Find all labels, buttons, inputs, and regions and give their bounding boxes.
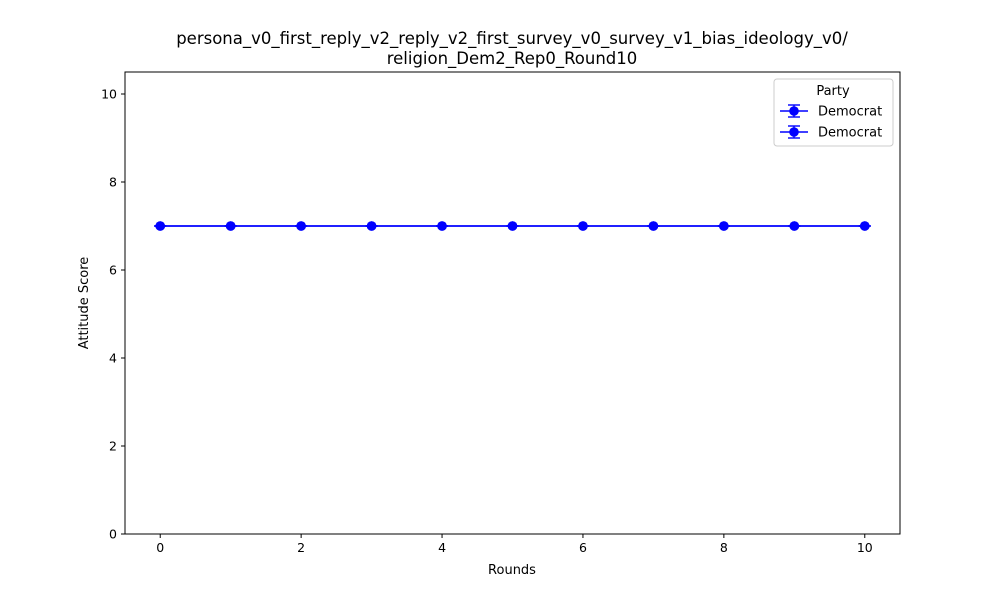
y-axis-ticks: 0 2 4 6 8 10 (101, 87, 125, 542)
data-point (789, 221, 800, 231)
y-tick-label: 4 (109, 351, 117, 366)
data-point (719, 221, 729, 231)
legend-frame (773, 78, 894, 147)
data-point (155, 221, 166, 231)
chart-title-line-1: persona_v0_first_reply_v2_reply_v2_first… (176, 29, 848, 49)
plot-area (154, 221, 871, 231)
x-tick-label: 0 (156, 540, 164, 555)
legend-title: Party (816, 84, 850, 99)
y-tick-label: 6 (109, 263, 117, 278)
axes-frame (124, 71, 901, 535)
legend-label: Democrat (818, 105, 882, 120)
chart-title-line-2: religion_Dem2_Rep0_Round10 (387, 49, 638, 69)
x-axis-label: Rounds (488, 563, 536, 578)
y-axis-label: Attitude Score (77, 257, 92, 350)
data-point (578, 221, 588, 231)
y-tick-label: 0 (109, 527, 117, 542)
x-tick-label: 10 (857, 540, 873, 555)
x-tick-label: 6 (579, 540, 587, 555)
data-point (437, 221, 447, 231)
x-tick-label: 4 (438, 540, 446, 555)
y-tick-label: 10 (101, 87, 117, 102)
x-axis-ticks: 0 2 4 6 8 10 (156, 534, 873, 555)
legend-label: Democrat (818, 126, 882, 141)
data-point (366, 221, 377, 231)
legend-marker (789, 106, 799, 116)
x-tick-label: 8 (720, 540, 728, 555)
legend-marker (789, 127, 799, 137)
data-point (648, 221, 659, 231)
series-democrat-2 (154, 221, 871, 231)
x-tick-label: 2 (297, 540, 305, 555)
legend-items: Democrat Democrat (780, 104, 882, 141)
legend-item: Democrat (780, 104, 882, 120)
y-tick-label: 8 (109, 175, 117, 190)
data-point (507, 221, 518, 231)
data-point (859, 221, 870, 231)
data-point (296, 221, 306, 231)
legend-item: Democrat (780, 125, 882, 141)
data-point (225, 221, 236, 231)
legend: Party Democrat Democrat (773, 78, 894, 147)
y-tick-label: 2 (109, 439, 117, 454)
